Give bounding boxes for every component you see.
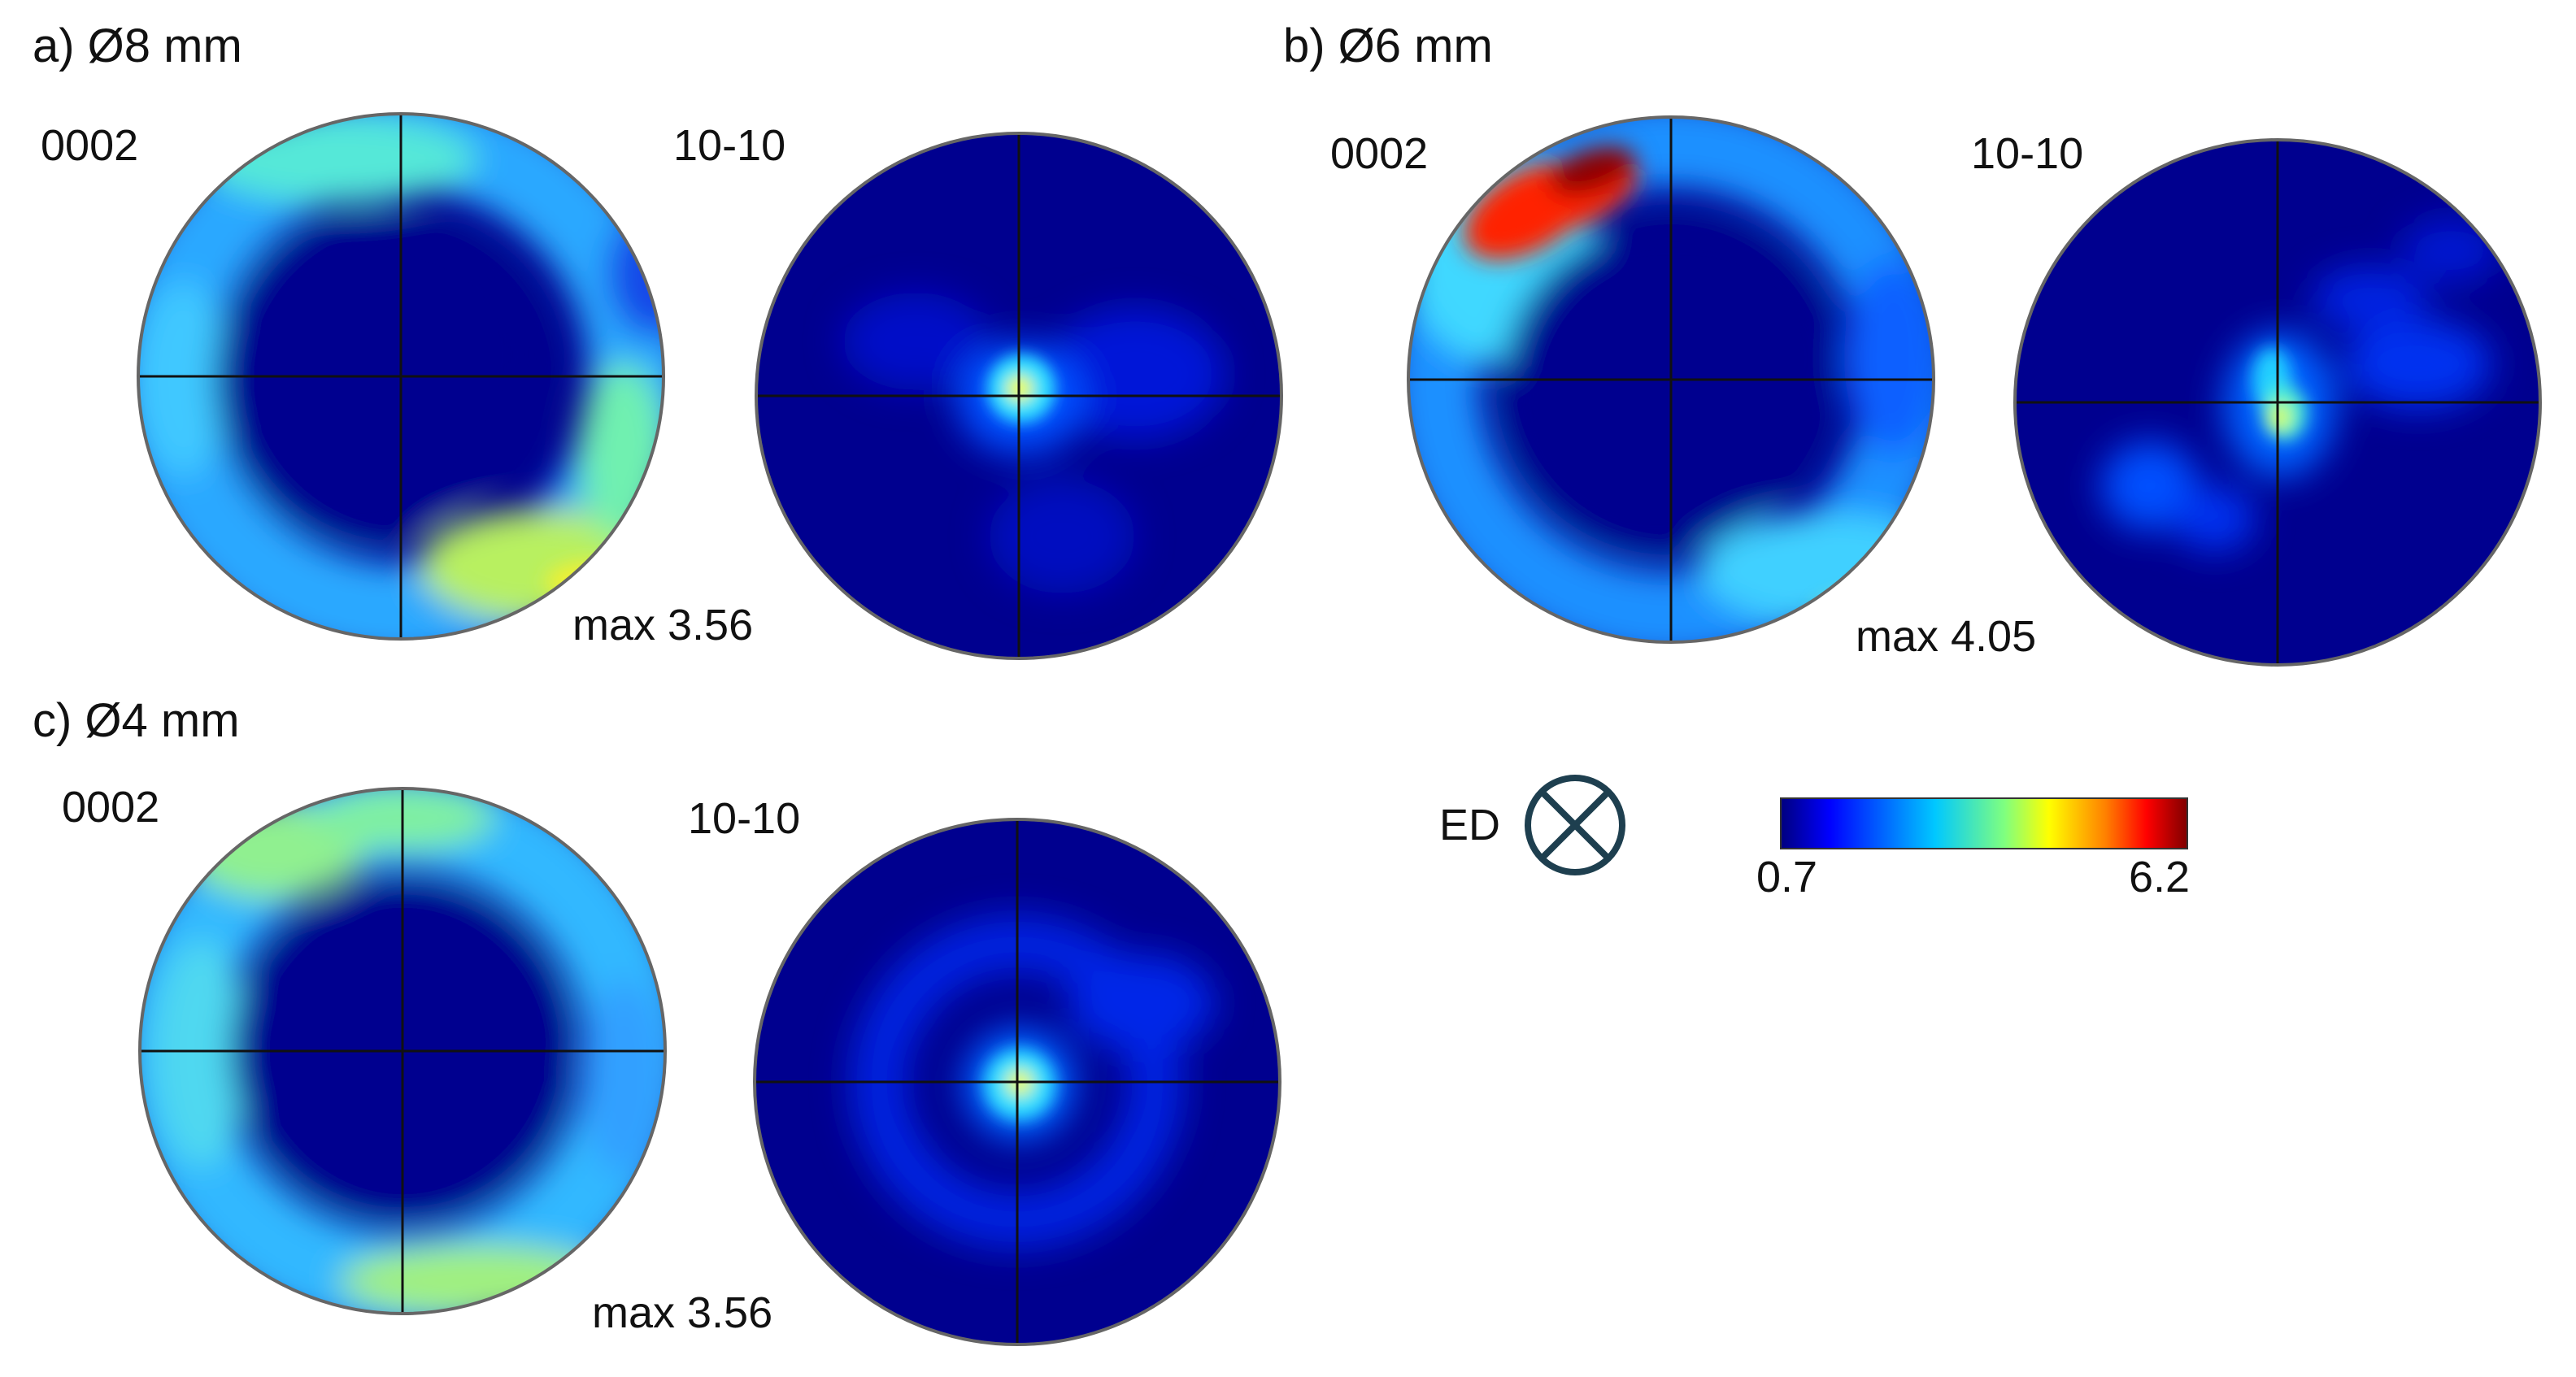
panel-c-max-label: max 3.56: [592, 1288, 773, 1337]
panel-c-0002-pole-figure: [138, 787, 667, 1315]
colorbar-max-label: 6.2: [2129, 853, 2191, 901]
panel-c-title: c) Ø4 mm: [33, 694, 240, 747]
panel-a-0002-label: 0002: [41, 121, 139, 170]
panel-b-title: b) Ø6 mm: [1283, 20, 1493, 72]
panel-a-max-label: max 3.56: [572, 601, 754, 649]
panel-a-10-10-pole-figure: [755, 132, 1283, 660]
panel-c-10-10-label: 10-10: [688, 794, 801, 843]
panel-b-10-10-pole-figure: [2013, 138, 2542, 667]
colorbar-min-label: 0.7: [1756, 853, 1818, 901]
panel-b-0002-label: 0002: [1330, 129, 1429, 178]
panel-a-10-10-label: 10-10: [673, 121, 786, 170]
ed-label: ED: [1439, 801, 1501, 849]
panel-b-0002-pole-figure: [1407, 115, 1935, 644]
colorbar: [1780, 797, 2188, 849]
panel-c-0002-label: 0002: [62, 783, 160, 832]
panel-b-max-label: max 4.05: [1856, 612, 2037, 661]
panel-a-0002-pole-figure: [137, 112, 665, 641]
ed-direction-icon: [1525, 775, 1625, 875]
panel-c-10-10-pole-figure: [753, 818, 1281, 1346]
panel-a-title: a) Ø8 mm: [33, 20, 242, 72]
panel-b-10-10-label: 10-10: [1971, 129, 2084, 178]
